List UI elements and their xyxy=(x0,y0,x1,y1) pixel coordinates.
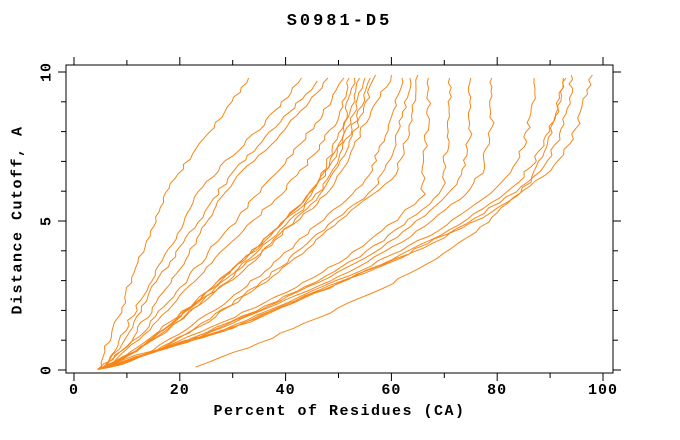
prediction-curve-04 xyxy=(97,77,329,370)
x-tick-label: 20 xyxy=(169,382,190,399)
prediction-curve-18 xyxy=(97,77,473,370)
prediction-curve-07 xyxy=(97,77,356,370)
prediction-curve-11 xyxy=(97,74,376,370)
prediction-curve-24 xyxy=(195,77,564,368)
prediction-curve-10 xyxy=(97,77,371,370)
prediction-curve-02 xyxy=(97,77,302,370)
prediction-curve-23 xyxy=(97,74,593,370)
prediction-curve-08 xyxy=(97,77,361,370)
x-axis-title: Percent of Residues (CA) xyxy=(213,403,466,420)
x-tick-label: 60 xyxy=(381,382,402,399)
prediction-curve-03 xyxy=(97,80,318,370)
chart-title: S0981-D5 xyxy=(286,12,393,31)
prediction-curve-06 xyxy=(97,77,350,370)
y-tick-label: 10 xyxy=(38,61,56,83)
prediction-curve-12 xyxy=(97,74,392,370)
prediction-curve-19 xyxy=(97,77,495,370)
x-tick-label: 80 xyxy=(487,382,508,399)
prediction-curve-14 xyxy=(97,77,412,370)
y-tick-label: 0 xyxy=(38,364,56,376)
y-tick-label: 5 xyxy=(38,215,56,227)
x-tick-label: 100 xyxy=(587,382,619,399)
prediction-curve-20 xyxy=(97,77,536,370)
x-tick-label: 40 xyxy=(275,382,296,399)
prediction-curve-22 xyxy=(97,74,574,370)
plot-frame xyxy=(65,64,614,374)
prediction-curve-09 xyxy=(97,77,366,370)
x-tick-label: 0 xyxy=(68,382,80,399)
prediction-curve-21 xyxy=(97,77,567,370)
prediction-curve-15 xyxy=(97,74,419,370)
prediction-curve-01 xyxy=(97,77,250,370)
prediction-curve-16 xyxy=(97,77,432,370)
prediction-curve-13 xyxy=(97,77,404,370)
prediction-curve-05 xyxy=(97,77,345,370)
prediction-curve-17 xyxy=(97,77,452,370)
